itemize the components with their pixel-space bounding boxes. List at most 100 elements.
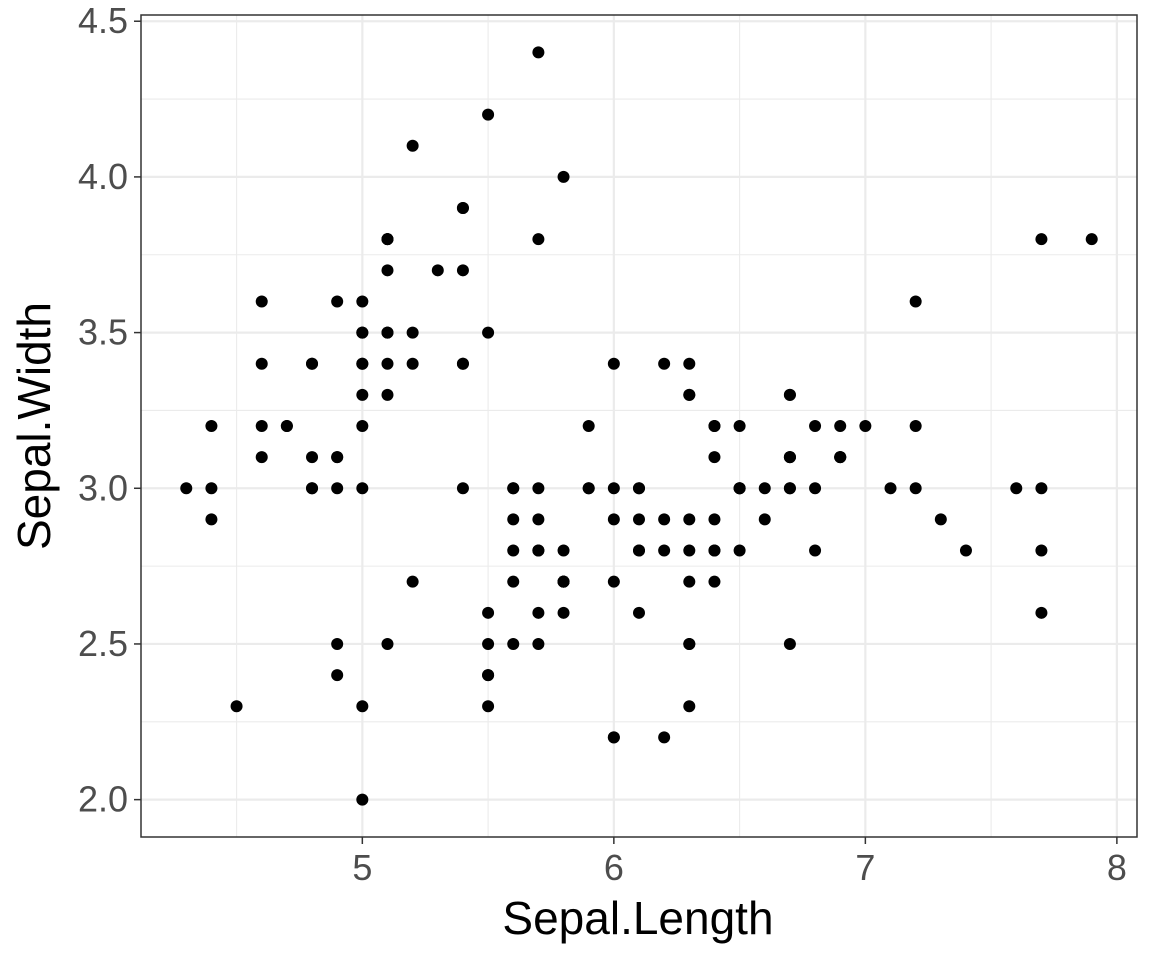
- data-point: [884, 482, 897, 495]
- data-point: [482, 637, 495, 650]
- data-point: [381, 637, 394, 650]
- y-tick-label: 3.5: [78, 312, 128, 353]
- data-point: [331, 295, 344, 308]
- data-point: [532, 233, 545, 246]
- data-point: [255, 295, 268, 308]
- data-point: [406, 357, 419, 370]
- data-point: [633, 606, 645, 619]
- data-point: [356, 357, 369, 370]
- data-point: [809, 482, 822, 495]
- data-point: [758, 482, 771, 495]
- data-point: [331, 482, 344, 495]
- data-point: [557, 544, 570, 557]
- data-point: [557, 170, 570, 183]
- data-point: [733, 544, 746, 557]
- y-tick-label: 4.0: [78, 156, 128, 197]
- data-point: [1010, 482, 1023, 495]
- data-point: [482, 108, 495, 121]
- data-point: [557, 606, 570, 619]
- y-tick-label: 2.5: [78, 623, 128, 664]
- data-point: [683, 513, 696, 526]
- data-point: [1035, 482, 1048, 495]
- x-tick-label: 8: [1107, 847, 1127, 888]
- data-point: [758, 513, 771, 526]
- data-point: [280, 420, 293, 432]
- data-point: [708, 513, 721, 526]
- data-point: [683, 637, 696, 650]
- data-point: [507, 575, 520, 588]
- data-point: [783, 482, 796, 495]
- data-point: [683, 544, 696, 557]
- data-point: [431, 264, 444, 277]
- data-point: [456, 482, 469, 495]
- y-tick-label: 3.0: [78, 467, 128, 508]
- x-tick-label: 6: [604, 847, 624, 888]
- data-point: [482, 669, 495, 682]
- data-point: [607, 731, 620, 744]
- data-point: [255, 420, 268, 432]
- data-point: [356, 482, 369, 495]
- data-point: [532, 482, 545, 495]
- x-tick-label: 7: [855, 847, 875, 888]
- data-point: [356, 326, 369, 339]
- data-point: [381, 388, 394, 401]
- data-point: [381, 326, 394, 339]
- data-point: [356, 295, 369, 308]
- axis-ticks: [134, 20, 1118, 844]
- data-point: [507, 482, 520, 495]
- data-point: [582, 482, 595, 495]
- data-point: [582, 420, 595, 432]
- data-point: [633, 513, 645, 526]
- data-point: [331, 451, 344, 464]
- data-point: [532, 637, 545, 650]
- data-point: [406, 326, 419, 339]
- data-point: [205, 482, 218, 495]
- data-point: [708, 544, 721, 557]
- data-point: [331, 669, 344, 682]
- y-axis-title: Sepal.Width: [8, 302, 60, 550]
- data-point: [783, 451, 796, 464]
- data-point: [1035, 606, 1048, 619]
- data-point: [834, 420, 847, 432]
- data-point: [356, 388, 369, 401]
- data-point: [456, 264, 469, 277]
- data-point: [658, 731, 671, 744]
- data-point: [733, 482, 746, 495]
- data-point: [356, 793, 369, 806]
- data-point: [809, 420, 822, 432]
- data-point: [683, 388, 696, 401]
- data-point: [482, 606, 495, 619]
- data-point: [683, 575, 696, 588]
- data-point: [683, 357, 696, 370]
- data-point: [306, 482, 319, 495]
- data-point: [255, 451, 268, 464]
- data-point: [557, 575, 570, 588]
- data-point: [205, 420, 218, 432]
- data-point: [909, 420, 922, 432]
- data-point: [482, 700, 495, 713]
- data-point: [607, 513, 620, 526]
- data-point: [532, 513, 545, 526]
- data-point: [507, 513, 520, 526]
- data-point: [406, 139, 419, 152]
- data-point: [658, 544, 671, 557]
- data-point: [1035, 233, 1048, 246]
- data-point: [306, 451, 319, 464]
- y-tick-label: 2.0: [78, 779, 128, 820]
- data-point: [959, 544, 972, 557]
- data-point: [683, 700, 696, 713]
- data-point: [934, 513, 947, 526]
- data-point: [708, 575, 721, 588]
- data-point: [1035, 544, 1048, 557]
- data-point: [633, 482, 645, 495]
- data-point: [708, 420, 721, 432]
- data-point: [507, 544, 520, 557]
- data-points: [180, 46, 1098, 806]
- data-point: [456, 357, 469, 370]
- data-point: [180, 482, 193, 495]
- data-point: [658, 513, 671, 526]
- data-point: [381, 233, 394, 246]
- data-point: [532, 544, 545, 557]
- data-point: [532, 46, 545, 59]
